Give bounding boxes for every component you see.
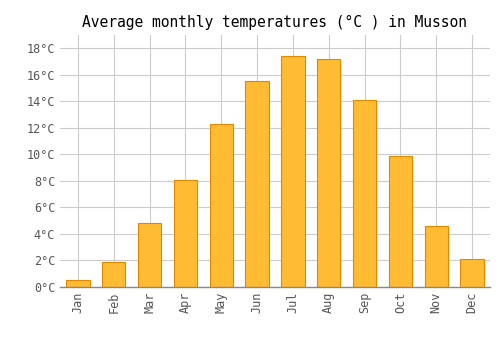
- Bar: [460, 259, 483, 287]
- Bar: [66, 280, 90, 287]
- Bar: [424, 226, 448, 287]
- Bar: [317, 59, 340, 287]
- Bar: [353, 100, 376, 287]
- Bar: [102, 262, 126, 287]
- Bar: [138, 223, 161, 287]
- Bar: [246, 82, 268, 287]
- Bar: [210, 124, 233, 287]
- Bar: [389, 156, 412, 287]
- Bar: [174, 180, 197, 287]
- Bar: [282, 56, 304, 287]
- Title: Average monthly temperatures (°C ) in Musson: Average monthly temperatures (°C ) in Mu…: [82, 15, 468, 30]
